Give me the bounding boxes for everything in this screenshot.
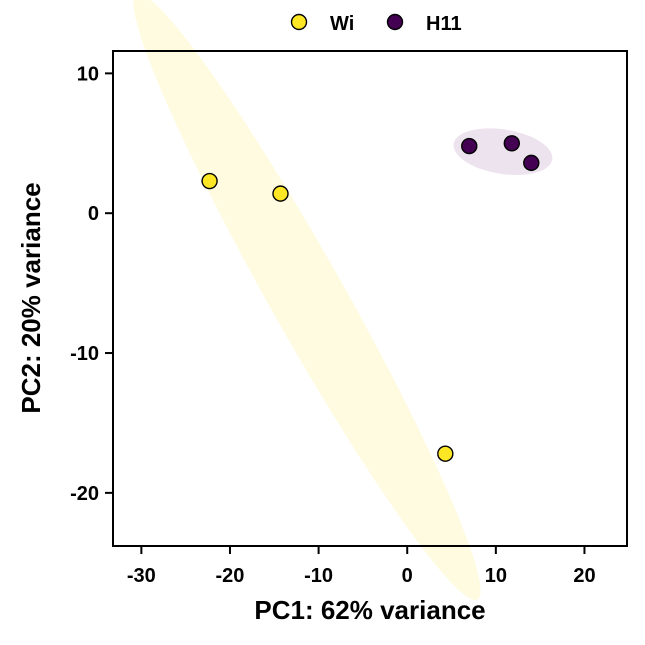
data-point-h11 (523, 154, 540, 172)
x-tick-label: 10 (485, 565, 507, 587)
y-tick-label: -10 (70, 343, 99, 365)
x-tick-label: -30 (127, 565, 156, 587)
x-tick-label: -10 (304, 565, 333, 587)
x-tick-label: 0 (402, 565, 413, 587)
legend-label-h11: H11 (426, 13, 462, 35)
legend-key-h11 (386, 13, 404, 31)
x-tick-label: 20 (573, 565, 595, 587)
y-tick-label: -20 (70, 483, 99, 505)
y-axis-title: PC2: 20% variance (16, 182, 46, 413)
legend-label-wi: Wi (330, 13, 354, 35)
legend: Wi H11 (290, 13, 462, 35)
data-point-h11 (461, 137, 478, 155)
ellipse-layer (133, 0, 553, 601)
x-axis-title: PC1: 62% variance (254, 595, 485, 625)
data-point-wi (437, 445, 454, 462)
y-tick-label: 10 (77, 63, 99, 85)
data-point-wi (201, 172, 218, 190)
y-tick-label: 0 (88, 203, 99, 225)
x-axis: -30 -20 -10 0 10 20 (127, 546, 596, 587)
data-point-wi (272, 185, 289, 202)
plot-frame (112, 50, 628, 547)
data-point-h11 (503, 135, 520, 152)
confidence-ellipse-wi (133, 0, 481, 601)
y-axis: -20 -10 0 10 (70, 63, 113, 505)
point-layer (201, 135, 540, 462)
legend-key-wi (290, 13, 308, 31)
x-tick-label: -20 (216, 565, 245, 587)
